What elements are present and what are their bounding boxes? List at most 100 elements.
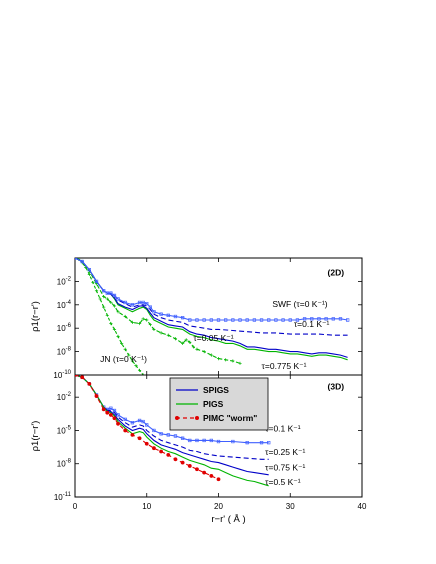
data-point	[209, 474, 214, 478]
data-point	[109, 321, 113, 326]
data-point	[159, 449, 164, 454]
series-line-tau025_3d	[75, 375, 269, 460]
data-point	[141, 300, 145, 305]
data-point	[231, 318, 235, 322]
y-tick-label: 10-2	[57, 276, 72, 286]
data-point	[102, 289, 106, 293]
data-point	[152, 327, 156, 331]
data-point	[130, 359, 134, 363]
data-point	[87, 268, 92, 272]
data-point	[184, 338, 188, 342]
data-point	[202, 350, 206, 354]
data-point	[252, 318, 257, 322]
curve-annotation: SWF (τ=0 K⁻¹)	[272, 299, 327, 309]
curve-annotation: τ=0.5 K⁻¹	[265, 477, 301, 487]
data-point	[180, 316, 185, 320]
data-point	[123, 314, 127, 319]
panel-tag: (2D)	[328, 268, 345, 278]
series-group	[75, 375, 271, 487]
curve-annotation: τ=0.05 K⁻¹	[193, 333, 233, 343]
data-point	[123, 417, 127, 422]
series-line-pigs2d	[75, 258, 348, 361]
data-point	[141, 419, 145, 424]
data-point	[209, 353, 213, 357]
series-line-spigs_3d	[75, 375, 269, 476]
data-point	[137, 368, 142, 372]
y-tick-label: 10-11	[54, 492, 72, 502]
panel-3d: 10-2 10-5 10-8 10-110 10 20 30 40 ρ1(r−r') r−r' (…	[30, 374, 367, 525]
series-line-tau0775	[75, 258, 348, 358]
data-point	[87, 272, 91, 276]
data-point	[180, 460, 185, 465]
data-point	[148, 305, 152, 309]
data-point	[224, 318, 228, 322]
data-point	[94, 394, 99, 398]
data-point	[112, 304, 117, 308]
data-point	[75, 258, 77, 260]
data-point	[195, 347, 199, 351]
data-point	[130, 432, 135, 437]
data-point	[195, 438, 199, 443]
data-point	[98, 297, 102, 301]
curve-annotation: JN (τ=0 K⁻¹)	[100, 354, 147, 364]
data-point	[346, 318, 350, 322]
panel-2d: 10-2 10-4 10-6 10-8 10-10 ρ1(r−r') (2D) SWF (τ=…	[30, 257, 363, 380]
y-tick-label: 10-8	[57, 459, 72, 469]
data-point	[102, 305, 106, 309]
legend-label: SPIGS	[203, 385, 229, 395]
series-line-tau005	[75, 258, 241, 364]
x-axis-title: r−r' ( Å )	[211, 514, 245, 525]
data-point	[188, 340, 192, 344]
y-tick-label: 10-10	[53, 370, 71, 380]
data-point	[173, 434, 178, 438]
data-point	[145, 423, 149, 427]
series-group	[75, 258, 350, 375]
data-point	[130, 303, 135, 307]
data-point	[181, 341, 185, 346]
data-point	[116, 421, 120, 426]
data-point	[245, 318, 249, 322]
data-point	[310, 317, 314, 321]
data-point	[87, 381, 92, 386]
data-point	[216, 357, 221, 361]
data-point	[123, 300, 127, 305]
x-tick-label: 40	[358, 502, 367, 511]
data-point	[130, 320, 134, 324]
data-point	[80, 375, 85, 380]
legend: SPIGS PIGS PIMC "worm"	[169, 377, 269, 431]
data-point	[166, 452, 171, 457]
data-point	[94, 279, 99, 284]
data-point	[116, 297, 120, 301]
x-tick-label: 30	[286, 502, 295, 511]
data-point	[195, 467, 199, 472]
data-point	[141, 373, 145, 375]
data-point	[195, 318, 199, 322]
data-point	[123, 428, 128, 433]
data-point	[209, 318, 213, 322]
data-point	[112, 293, 117, 298]
data-point	[187, 464, 192, 468]
data-point	[112, 408, 117, 413]
data-point	[173, 314, 178, 319]
data-point	[105, 297, 109, 301]
data-point	[116, 310, 120, 314]
data-point	[102, 295, 106, 299]
y-tick-label: 10-8	[57, 347, 72, 357]
series-line-jn	[75, 258, 144, 375]
data-point	[259, 318, 264, 322]
y-tick-label: 10-5	[57, 425, 72, 435]
data-point	[267, 318, 271, 322]
legend-label: PIMC "worm"	[203, 413, 257, 423]
data-point	[216, 477, 221, 482]
data-point	[173, 337, 178, 341]
data-point	[137, 300, 142, 305]
data-point	[159, 432, 163, 436]
x-tick-label: 10	[142, 502, 151, 511]
data-point	[245, 441, 249, 445]
data-point	[173, 457, 178, 462]
data-point	[317, 317, 321, 321]
legend-marker	[175, 416, 179, 420]
data-point	[338, 317, 343, 321]
data-point	[159, 331, 163, 335]
